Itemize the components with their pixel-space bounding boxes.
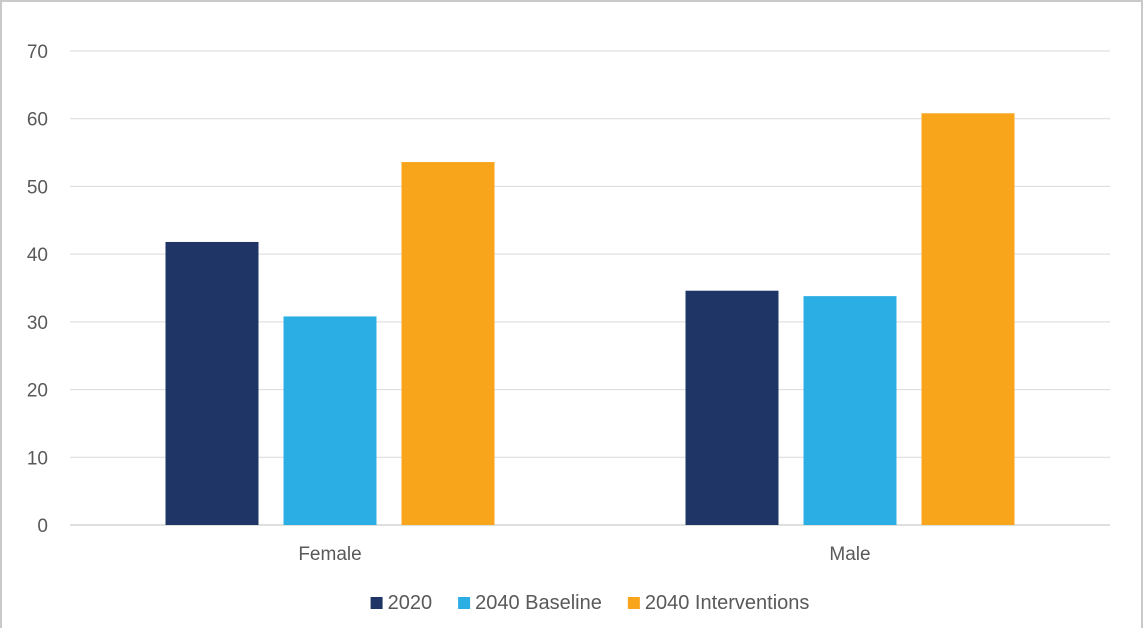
- bars: [165, 113, 1015, 525]
- legend-swatch: [458, 597, 471, 609]
- y-tick-label: 20: [27, 381, 48, 402]
- legend-label: 2040 Baseline: [475, 592, 602, 614]
- legend: 2020 2040 Baseline 2040 Interventions: [370, 592, 810, 614]
- x-tick-label: Male: [829, 544, 870, 565]
- y-tick-label: 10: [27, 448, 48, 469]
- legend-item-2040-interventions: 2040 Interventions: [627, 592, 810, 614]
- legend-item-2020: 2020: [370, 592, 433, 614]
- bar-male-2020: [685, 290, 779, 525]
- legend-swatch: [627, 597, 640, 609]
- bar-female-2020: [165, 241, 259, 525]
- x-tick-label: Female: [298, 544, 361, 565]
- bar-female-2040-baseline: [283, 316, 377, 525]
- bar-male-2040-interventions: [921, 113, 1015, 525]
- bar-female-2040-interventions: [401, 162, 495, 525]
- bar-male-2040-baseline: [803, 296, 897, 525]
- legend-label: 2040 Interventions: [645, 592, 810, 614]
- y-tick-label: 30: [27, 313, 48, 334]
- y-tick-label: 70: [27, 42, 48, 63]
- y-axis-ticks: 0 10 20 30 40 50 60 70: [27, 42, 48, 537]
- y-tick-label: 60: [27, 110, 48, 131]
- legend-swatch: [370, 597, 383, 609]
- legend-label: 2020: [388, 592, 433, 614]
- y-tick-label: 50: [27, 177, 48, 198]
- y-tick-label: 0: [37, 516, 48, 537]
- legend-item-2040-baseline: 2040 Baseline: [458, 592, 602, 614]
- y-tick-label: 40: [27, 245, 48, 266]
- x-axis-ticks: Female Male: [298, 544, 870, 565]
